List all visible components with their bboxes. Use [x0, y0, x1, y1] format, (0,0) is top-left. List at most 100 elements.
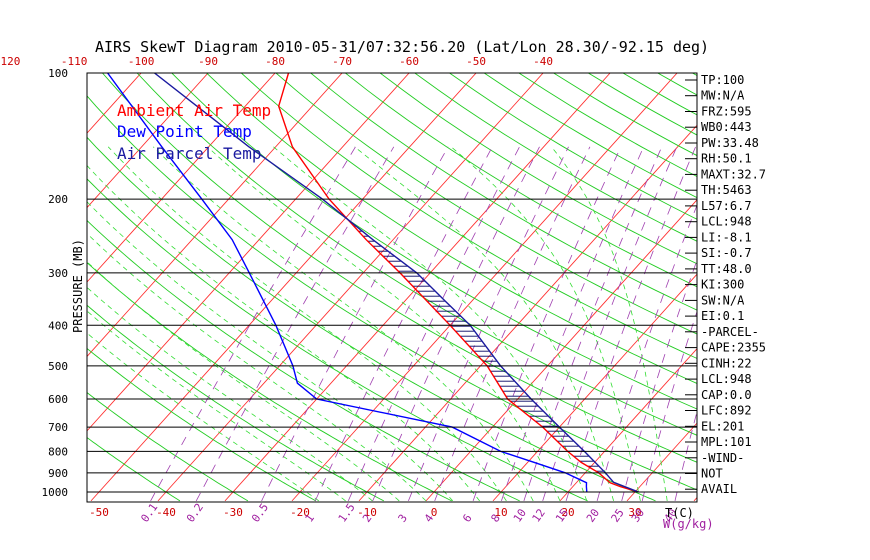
bottom-temp-tick-label: -20 [290, 506, 310, 519]
pressure-tick-label: 200 [48, 193, 68, 206]
bottom-temp-tick-label: 0 [431, 506, 438, 519]
dry-adiabat-line [206, 73, 697, 384]
stats-item: TP:100 [701, 73, 744, 87]
dry-adiabat-line [87, 392, 249, 502]
bottom-temp-tick-label: 10 [494, 506, 507, 519]
top-temp-tick-label: -70 [332, 55, 352, 68]
pressure-tick-label: 900 [48, 467, 68, 480]
isotherm-line [492, 273, 697, 502]
stats-item: -WIND- [701, 451, 744, 465]
bottom-temp-tick-label: -40 [156, 506, 176, 519]
dry-adiabat-line [310, 73, 697, 311]
stats-item: CINH:22 [701, 356, 752, 370]
stats-item: EL:201 [701, 419, 744, 433]
stats-item: LI:-8.1 [701, 230, 752, 244]
isotherm-line [87, 73, 276, 283]
top-temp-tick-label: -90 [198, 55, 218, 68]
stats-item: SW:N/A [701, 293, 745, 307]
dew-point-profile [107, 73, 588, 493]
stats-item: L57:6.7 [701, 199, 752, 213]
top-temp-tick-label: -100 [128, 55, 155, 68]
isotherm-line [87, 73, 343, 358]
pressure-tick-label: 600 [48, 393, 68, 406]
dry-adiabat-line [136, 73, 697, 436]
stats-item: CAP:0.0 [701, 388, 752, 402]
plot-frame [86, 72, 698, 503]
mixing-ratio-label: 10 [511, 506, 529, 524]
dry-adiabat-line [87, 136, 656, 502]
stats-item: SI:-0.7 [701, 246, 752, 260]
stats-item: PW:33.48 [701, 136, 759, 150]
mixing-ratio-label: 15 [553, 506, 571, 524]
stats-item: LFC:892 [701, 404, 752, 418]
dry-adiabat-line [87, 262, 452, 502]
mixing-ratio-label: 30 [629, 506, 647, 524]
dry-adiabat-line [171, 73, 697, 410]
pressure-tick-label: 800 [48, 445, 68, 458]
isotherm-line [90, 73, 477, 502]
stats-item: MW:N/A [701, 89, 745, 103]
y-axis-label: PRESSURE (MB) [71, 239, 85, 333]
top-temp-tick-label: -60 [399, 55, 419, 68]
unit-label-temp: T(C) [665, 506, 694, 520]
dry-adiabat-line [379, 73, 697, 265]
pressure-tick-label: 700 [48, 421, 68, 434]
pressure-tick-label: 300 [48, 267, 68, 280]
legend-dew-point-temp: Dew Point Temp [117, 122, 252, 141]
dry-adiabat-line [345, 73, 697, 288]
dry-adiabat-line [87, 95, 697, 491]
mixing-ratio-label: 40 [662, 506, 680, 524]
top-temp-tick-label: -120 [0, 55, 20, 68]
isotherm-line [291, 73, 678, 502]
stats-item: MPL:101 [701, 435, 752, 449]
legend-ambient-air-temp: Ambient Air Temp [117, 101, 271, 120]
mixing-ratio-label: 12 [530, 506, 548, 524]
bottom-temp-tick-label: -10 [357, 506, 377, 519]
bottom-temp-tick-label: 30 [628, 506, 641, 519]
top-temp-tick-label: -50 [466, 55, 486, 68]
stats-item: NOT [701, 467, 723, 481]
chart-title: AIRS SkewT Diagram 2010-05-31/07:32:56.2… [95, 38, 709, 56]
stats-item: FRZ:595 [701, 105, 752, 119]
mixing-ratio-label: 25 [609, 506, 627, 524]
stats-item: -PARCEL- [701, 325, 759, 339]
pressure-tick-label: 500 [48, 360, 68, 373]
dry-adiabat-line [87, 178, 588, 502]
stats-item: LCL:948 [701, 372, 752, 386]
dry-adiabat-line [275, 73, 697, 335]
top-temp-tick-label: -110 [61, 55, 88, 68]
ambient-temp-profile [277, 73, 639, 493]
unit-label-mixing: W(g/kg) [663, 517, 714, 531]
stats-item: TT:48.0 [701, 262, 752, 276]
parcel-temp-profile [154, 73, 639, 493]
pressure-tick-label: 100 [48, 67, 68, 80]
isotherm-line [224, 73, 611, 502]
stats-item: TH:5463 [701, 183, 752, 197]
isotherm-line [87, 73, 410, 432]
pressure-tick-label: 400 [48, 319, 68, 332]
dry-adiabat-line [87, 347, 317, 502]
dry-adiabat-line [87, 219, 520, 502]
legend: Ambient Air Temp Dew Point Temp Air Parc… [117, 101, 271, 163]
bottom-temp-tick-label: 20 [561, 506, 574, 519]
legend-air-parcel-temp: Air Parcel Temp [117, 144, 262, 163]
pressure-tick-label: 1000 [42, 486, 69, 499]
stats-item: EI:0.1 [701, 309, 744, 323]
stats-item: AVAIL [701, 482, 737, 496]
top-temp-tick-label: -80 [265, 55, 285, 68]
stats-item: KI:300 [701, 278, 744, 292]
dry-adiabat-line [240, 73, 697, 359]
stats-item: LCL:948 [701, 215, 752, 229]
stats-item: WB0:443 [701, 120, 752, 134]
bottom-temp-tick-label: -50 [89, 506, 109, 519]
isotherm-line [87, 73, 209, 209]
isotherm-line [157, 73, 544, 502]
stats-item: CAPE:2355 [701, 341, 766, 355]
top-temp-tick-label: -40 [533, 55, 553, 68]
isotherm-line [626, 422, 697, 502]
bottom-temp-tick-label: -30 [223, 506, 243, 519]
dry-adiabat-line [87, 437, 181, 502]
mixing-ratio-label: 20 [584, 506, 602, 524]
